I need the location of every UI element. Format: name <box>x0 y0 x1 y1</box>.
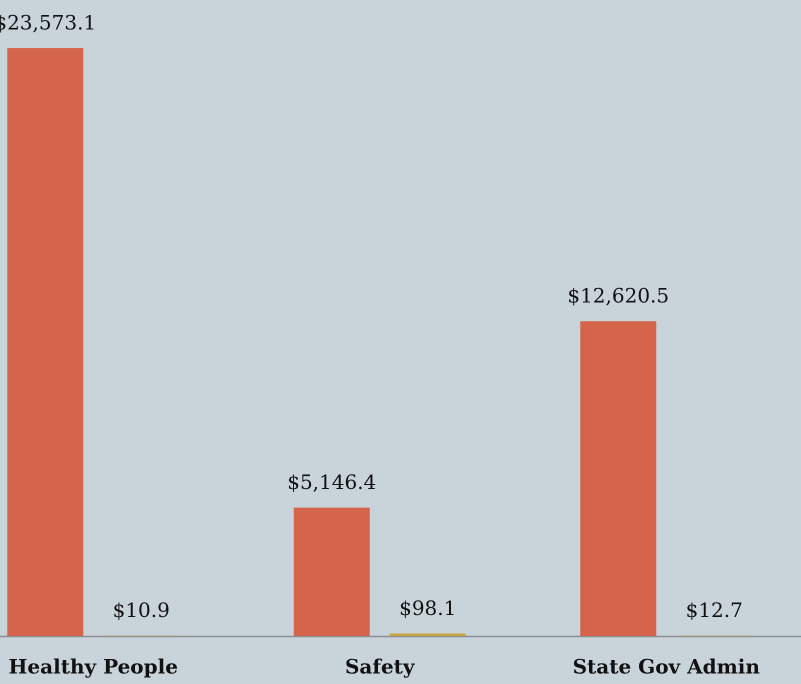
bar <box>389 633 466 636</box>
data-label: $10.9 <box>113 598 170 622</box>
data-label: $98.1 <box>399 596 456 620</box>
bar <box>580 321 657 636</box>
data-label: $5,146.4 <box>287 470 376 494</box>
data-label: $12,620.5 <box>567 284 669 308</box>
bar <box>293 507 370 636</box>
data-label: $12.7 <box>686 598 743 622</box>
x-tick-label: Healthy People <box>9 655 178 679</box>
bar <box>7 48 84 637</box>
data-label: $23,573.1 <box>0 11 96 35</box>
x-tick-label: Safety <box>345 655 416 679</box>
x-tick-label: State Gov Admin <box>573 655 761 679</box>
